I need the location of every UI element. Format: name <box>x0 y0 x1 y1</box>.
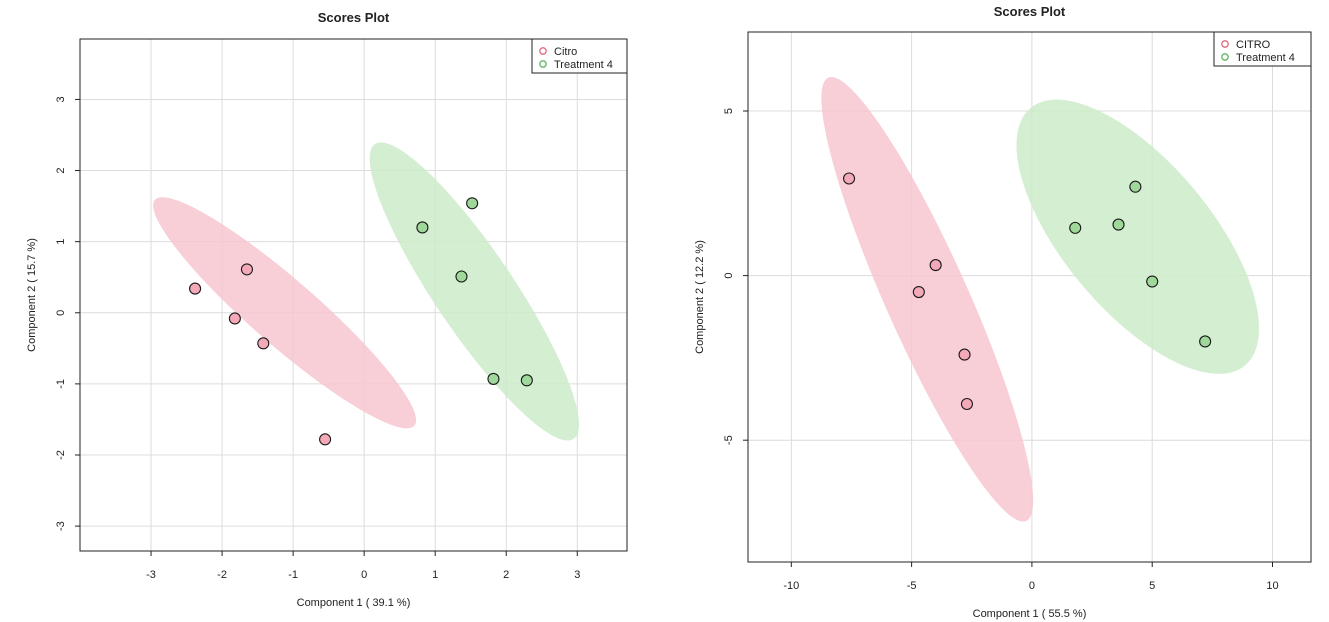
legend-box <box>531 38 628 74</box>
confidence-ellipse-treatment-4 <box>369 142 579 441</box>
data-point-treatment-4 <box>520 374 533 387</box>
data-point-citro <box>257 337 270 350</box>
data-point-citro <box>228 312 241 325</box>
data-point-citro <box>912 286 925 299</box>
y-tick-label: 0 <box>55 310 67 316</box>
legend-label-citro: Citro <box>554 46 577 58</box>
confidence-ellipse-citro <box>153 197 417 429</box>
x-tick-label: 10 <box>1266 580 1278 592</box>
y-tick-label: -1 <box>55 379 67 389</box>
y-tick-label: 2 <box>55 167 67 173</box>
legend-marker-citro <box>539 47 547 55</box>
plot-frame <box>747 31 1312 563</box>
data-point-citro <box>958 348 971 361</box>
data-point-citro <box>929 259 942 272</box>
chart-title: Scores Plot <box>994 4 1066 19</box>
confidence-ellipse-citro <box>821 77 1034 522</box>
y-tick-label: 0 <box>723 273 735 279</box>
data-point-treatment-4 <box>1146 275 1159 288</box>
x-axis-label: Component 1 ( 55.5 %) <box>973 608 1087 620</box>
legend-label-treatment-4: Treatment 4 <box>554 59 613 71</box>
x-tick-label: -1 <box>288 569 298 581</box>
plot-frame <box>79 38 628 552</box>
y-tick-label: 3 <box>55 96 67 102</box>
legend-marker-citro <box>1221 40 1229 48</box>
x-tick-label: 0 <box>361 569 367 581</box>
data-point-treatment-4 <box>466 197 479 210</box>
data-point-treatment-4 <box>416 221 429 234</box>
data-point-treatment-4 <box>455 270 468 283</box>
data-point-citro <box>189 282 202 295</box>
data-point-treatment-4 <box>1199 335 1212 348</box>
y-tick-label: -5 <box>723 435 735 445</box>
data-point-citro <box>960 397 973 411</box>
legend-label-citro: CITRO <box>1236 39 1271 51</box>
legend-marker-treatment-4 <box>1221 53 1229 61</box>
plot-area <box>748 32 1311 562</box>
data-point-treatment-4 <box>1129 180 1142 193</box>
y-tick-label: -3 <box>55 521 67 531</box>
x-tick-label: -5 <box>907 580 917 592</box>
legend-marker-treatment-4 <box>539 60 547 68</box>
y-tick-label: 5 <box>723 108 735 114</box>
plot-area <box>80 39 627 551</box>
chart-title: Scores Plot <box>318 10 390 25</box>
x-tick-label: -2 <box>217 569 227 581</box>
data-point-treatment-4 <box>1112 218 1125 231</box>
scores-plot-right: -10 -5 0 5 10 -5 0 5 Scores Plot Component 1 ( 55… <box>694 4 1312 620</box>
data-point-citro <box>319 433 332 446</box>
y-axis-label: Component 2 ( 12.2 %) <box>694 240 706 354</box>
legend-label-treatment-4: Treatment 4 <box>1236 52 1295 64</box>
y-axis-label: Component 2 ( 15.7 %) <box>26 238 38 352</box>
y-tick-label: -2 <box>55 450 67 460</box>
x-tick-label: 3 <box>574 569 580 581</box>
data-point-citro <box>843 172 856 185</box>
x-tick-label: 1 <box>432 569 438 581</box>
confidence-ellipse-treatment-4 <box>1016 99 1260 374</box>
x-tick-label: 0 <box>1029 580 1035 592</box>
x-tick-label: -3 <box>146 569 156 581</box>
x-axis-label: Component 1 ( 39.1 %) <box>297 597 411 609</box>
data-point-citro <box>240 263 253 276</box>
data-point-treatment-4 <box>487 372 500 385</box>
y-tick-label: 1 <box>55 239 67 245</box>
legend-box <box>1213 31 1312 67</box>
x-tick-label: 5 <box>1149 580 1155 592</box>
scores-plot-left: -3 -2 -1 0 1 2 3 -3 -2 -1 0 1 2 3 Scores Plot Component… <box>26 10 628 609</box>
x-tick-label: 2 <box>503 569 509 581</box>
x-tick-label: -10 <box>783 580 799 592</box>
data-point-treatment-4 <box>1069 221 1082 234</box>
